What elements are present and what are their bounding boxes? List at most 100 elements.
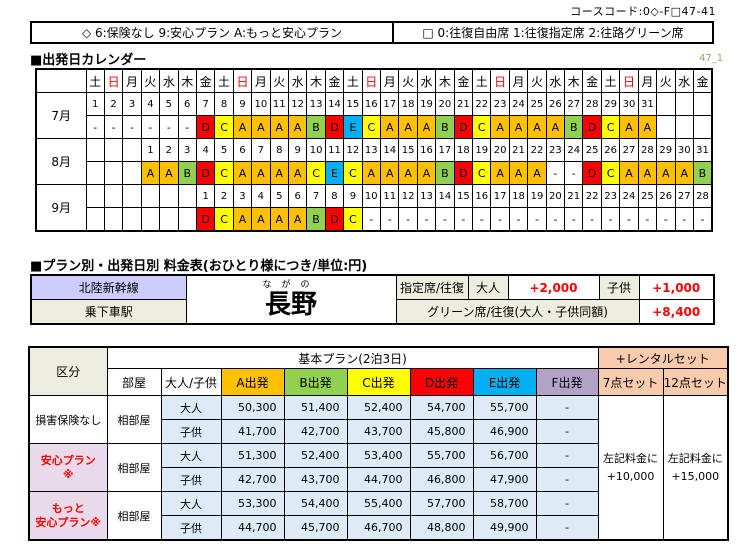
child-price-cell: 46,800 — [409, 467, 474, 492]
day-number-cell: 11 — [269, 92, 289, 116]
adult-price-cell: 53,300 — [220, 491, 285, 516]
empty-day-cell — [103, 207, 124, 232]
day-code-cell: A — [159, 161, 179, 185]
day-number-cell: 19 — [416, 92, 437, 116]
day-code-cell: A — [232, 115, 253, 139]
day-number-cell: 12 — [343, 138, 363, 162]
adult-price-cell: 54,700 — [409, 395, 474, 420]
day-number-cell: 22 — [472, 92, 492, 116]
weekday-cell: 土 — [343, 68, 363, 93]
day-number-cell: 13 — [306, 92, 326, 116]
plan-label: もっと 安心プラン※ — [28, 491, 108, 541]
day-number-cell: 21 — [564, 184, 584, 208]
weekday-cell: 月 — [379, 68, 400, 93]
weekday-cell: 水 — [287, 68, 308, 93]
adult-price-cell: 55,700 — [409, 443, 474, 468]
day-code-cell: A — [619, 161, 639, 185]
day-code-cell: A — [251, 161, 271, 185]
day-number-cell: 9 — [343, 184, 363, 208]
day-code-cell: A — [490, 115, 510, 139]
day-number-cell: 28 — [692, 184, 713, 208]
weekday-cell: 水 — [416, 68, 437, 93]
weekday-cell: 木 — [435, 68, 455, 93]
day-number-cell: 10 — [251, 92, 271, 116]
child-price-cell: 44,700 — [346, 467, 411, 492]
day-code-cell: - — [140, 115, 161, 139]
day-code-cell: C — [214, 207, 234, 232]
calendar-corner-cell — [35, 68, 87, 93]
adult-price-cell: - — [535, 491, 599, 516]
day-number-cell — [674, 92, 694, 116]
day-code-cell: - — [361, 207, 382, 232]
day-number-cell: 31 — [637, 92, 658, 116]
empty-day-cell — [85, 161, 105, 185]
day-number-cell: 3 — [177, 138, 197, 162]
day-code-cell: - — [379, 207, 400, 232]
day-number-cell: 9 — [287, 138, 308, 162]
day-code-cell: A — [656, 161, 676, 185]
weekday-cell: 金 — [324, 68, 345, 93]
weekday-cell: 火 — [140, 68, 161, 93]
weekday-cell: 水 — [159, 68, 179, 93]
price-section-title: ■プラン別・出発日別 料金表(おひとり様につき/単位:円) — [30, 259, 368, 274]
day-number-cell: 26 — [656, 184, 676, 208]
day-code-cell: - — [453, 207, 474, 232]
day-code-cell: B — [306, 115, 326, 139]
adult-price-cell: 52,400 — [346, 395, 411, 420]
empty-day-cell — [674, 115, 694, 139]
day-number-cell: 24 — [619, 184, 639, 208]
day-code-cell: B — [306, 207, 326, 232]
station-name: 長野 — [264, 290, 317, 320]
day-number-cell: 5 — [159, 92, 179, 116]
day-number-cell: 17 — [435, 138, 455, 162]
day-number-cell: 6 — [287, 184, 308, 208]
day-number-cell: 27 — [619, 138, 639, 162]
day-code-cell: A — [269, 207, 289, 232]
day-number-cell: 20 — [490, 138, 510, 162]
day-number-cell: 4 — [140, 92, 161, 116]
day-code-cell: A — [140, 161, 161, 185]
day-number-cell: 20 — [545, 184, 566, 208]
day-code-cell: - — [85, 115, 105, 139]
day-number-cell: 19 — [527, 184, 547, 208]
child-price-cell: 42,700 — [283, 419, 348, 444]
empty-day-cell — [159, 207, 179, 232]
child-price-cell: 46,900 — [472, 419, 537, 444]
day-number-cell: 28 — [582, 92, 602, 116]
day-number-cell: 19 — [472, 138, 492, 162]
day-number-cell: 15 — [453, 184, 474, 208]
day-code-cell: - — [416, 207, 437, 232]
day-number-cell: 25 — [582, 138, 602, 162]
day-code-cell: - — [600, 207, 621, 232]
departure-header: C出発 — [346, 368, 411, 396]
child-price-cell: 42,700 — [220, 467, 285, 492]
adult-price-cell: 55,700 — [472, 395, 537, 420]
day-number-cell — [177, 184, 197, 208]
weekday-cell: 土 — [214, 68, 234, 93]
adult-price-cell: - — [535, 395, 599, 420]
day-code-cell: - — [159, 115, 179, 139]
day-code-cell: - — [545, 161, 566, 185]
day-number-cell: 22 — [582, 184, 602, 208]
day-code-cell: A — [232, 161, 253, 185]
day-number-cell: 29 — [656, 138, 676, 162]
day-number-cell: 14 — [435, 184, 455, 208]
room-header: 部屋 — [106, 368, 162, 396]
day-number-cell: 25 — [527, 92, 547, 116]
day-code-cell: C — [306, 161, 326, 185]
day-number-cell: 5 — [214, 138, 234, 162]
kubun-header: 区分 — [28, 346, 108, 396]
calendar-title: ■出発日カレンダー — [30, 53, 147, 68]
empty-day-cell — [656, 115, 676, 139]
day-code-cell: C — [472, 161, 492, 185]
day-number-cell: 7 — [306, 184, 326, 208]
day-code-cell: A — [251, 115, 271, 139]
day-code-cell: C — [214, 115, 234, 139]
day-number-cell: 28 — [637, 138, 658, 162]
day-number-cell: 1 — [85, 92, 105, 116]
day-number-cell: 6 — [177, 92, 197, 116]
weekday-cell: 金 — [453, 68, 474, 93]
day-number-cell: 11 — [379, 184, 400, 208]
day-number-cell: 26 — [600, 138, 621, 162]
